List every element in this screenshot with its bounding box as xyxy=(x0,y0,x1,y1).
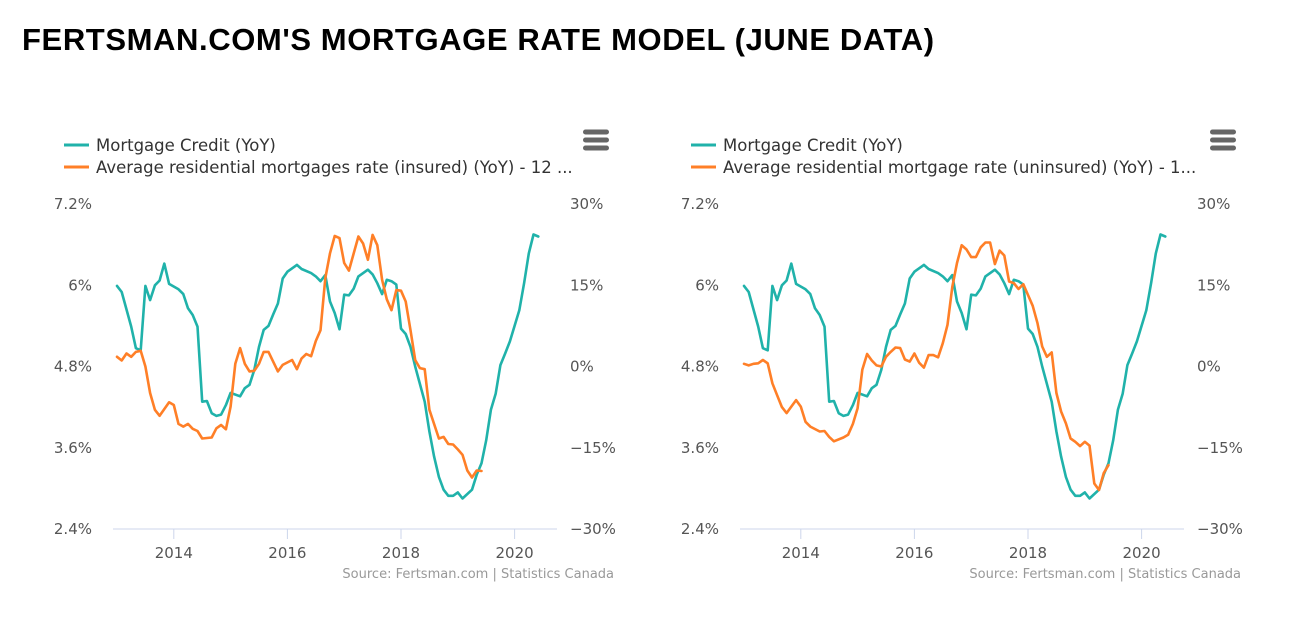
legend-label: Average residential mortgage rate (unins… xyxy=(723,158,1196,177)
y-left-tick-label: 7.2% xyxy=(54,195,92,213)
source-credit[interactable]: Source: Fertsman.com | Statistics Canada xyxy=(342,567,614,582)
y-right-tick-label: 30% xyxy=(1197,195,1230,213)
x-tick-label: 2018 xyxy=(1009,544,1047,562)
series-line-mortgage-credit xyxy=(115,233,540,500)
y-right-tick-label: 15% xyxy=(570,276,603,294)
y-left-tick-label: 7.2% xyxy=(681,195,719,213)
y-left-tick-label: 2.4% xyxy=(54,520,92,538)
y-left-tick-label: 4.8% xyxy=(54,358,92,376)
y-left-tick-label: 4.8% xyxy=(681,358,719,376)
y-left-tick-label: 6% xyxy=(695,276,719,294)
legend-item[interactable]: Mortgage Credit (YoY) xyxy=(691,136,903,155)
hamburger-menu-icon[interactable] xyxy=(1210,129,1236,151)
legend-item[interactable]: Mortgage Credit (YoY) xyxy=(64,136,276,155)
hamburger-menu-icon[interactable] xyxy=(583,129,609,151)
y-right-tick-label: −30% xyxy=(570,520,616,538)
x-tick-label: 2016 xyxy=(895,544,933,562)
y-right-tick-label: 0% xyxy=(570,358,594,376)
x-tick-label: 2020 xyxy=(496,544,534,562)
series-line-mortgage-rate xyxy=(742,241,1110,492)
x-tick-label: 2014 xyxy=(782,544,820,562)
menu-bar xyxy=(583,145,609,151)
legend-label: Mortgage Credit (YoY) xyxy=(723,136,903,155)
x-tick-label: 2018 xyxy=(382,544,420,562)
x-tick-label: 2014 xyxy=(155,544,193,562)
chart-1: Mortgage Credit (YoY) Average residential… xyxy=(54,129,616,582)
menu-bar xyxy=(583,129,609,135)
series-line-mortgage-rate xyxy=(115,233,483,479)
y-left-tick-label: 2.4% xyxy=(681,520,719,538)
series-line-mortgage-credit xyxy=(742,233,1167,500)
menu-bar xyxy=(1210,137,1236,143)
y-right-tick-label: −15% xyxy=(570,439,616,457)
menu-bar xyxy=(1210,129,1236,135)
menu-bar xyxy=(1210,145,1236,151)
y-left-tick-label: 3.6% xyxy=(681,439,719,457)
y-left-tick-label: 3.6% xyxy=(54,439,92,457)
x-tick-label: 2020 xyxy=(1123,544,1161,562)
menu-bar xyxy=(583,137,609,143)
x-tick-label: 2016 xyxy=(268,544,306,562)
source-credit[interactable]: Source: Fertsman.com | Statistics Canada xyxy=(969,567,1241,582)
y-right-tick-label: −30% xyxy=(1197,520,1243,538)
legend-label: Average residential mortgages rate (insu… xyxy=(96,158,573,177)
legend-item[interactable]: Average residential mortgage rate (unins… xyxy=(691,158,1196,177)
legend-item[interactable]: Average residential mortgages rate (insu… xyxy=(64,158,573,177)
legend-label: Mortgage Credit (YoY) xyxy=(96,136,276,155)
y-left-tick-label: 6% xyxy=(68,276,92,294)
y-right-tick-label: −15% xyxy=(1197,439,1243,457)
y-right-tick-label: 15% xyxy=(1197,276,1230,294)
chart-2: Mortgage Credit (YoY) Average residential… xyxy=(681,129,1243,582)
page-title: FERTSMAN.COM'S MORTGAGE RATE MODEL (JUNE… xyxy=(22,22,935,57)
y-right-tick-label: 30% xyxy=(570,195,603,213)
y-right-tick-label: 0% xyxy=(1197,358,1221,376)
